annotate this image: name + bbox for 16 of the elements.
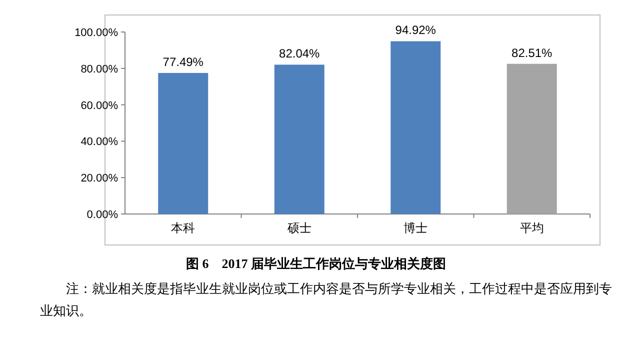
y-tick-label: 100.00% <box>74 27 118 39</box>
data-label: 94.92% <box>395 23 436 38</box>
x-tick-label: 博士 <box>404 221 428 235</box>
y-tick-label: 40.00% <box>80 136 118 148</box>
data-label: 82.51% <box>512 46 553 60</box>
x-tick-label: 平均 <box>520 221 544 235</box>
data-label: 82.04% <box>279 46 320 61</box>
y-tick-label: 80.00% <box>80 63 118 76</box>
y-tick-label: 20.00% <box>80 172 118 185</box>
data-label: 77.49% <box>162 54 204 69</box>
y-tick-label: 60.00% <box>80 100 118 112</box>
text: 注：就业相关度是指毕业生就业岗位或工作内容是否与所学专业相关，工作过程中是否应用到专业知识。 <box>40 280 612 320</box>
text: 图 6 2017 届毕业生工作岗位与专业相关度图 <box>186 256 446 271</box>
x-tick-label: 硕士 <box>286 221 312 235</box>
y-tick-label: 0.00% <box>86 209 118 221</box>
x-tick-label: 本科 <box>171 221 196 235</box>
